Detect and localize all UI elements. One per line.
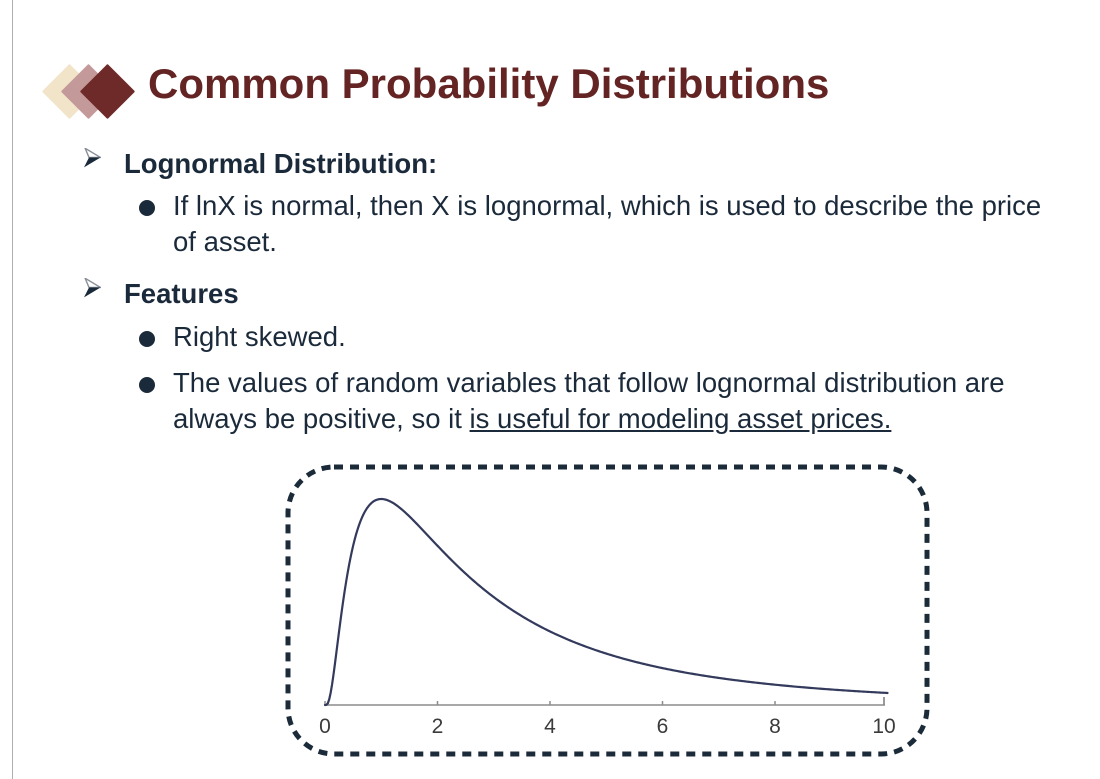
svg-text:10: 10 bbox=[872, 715, 895, 738]
svg-text:4: 4 bbox=[544, 715, 556, 738]
svg-text:0: 0 bbox=[319, 715, 331, 738]
svg-text:2: 2 bbox=[432, 715, 444, 738]
svg-text:8: 8 bbox=[769, 715, 781, 738]
svg-text:6: 6 bbox=[657, 715, 669, 738]
